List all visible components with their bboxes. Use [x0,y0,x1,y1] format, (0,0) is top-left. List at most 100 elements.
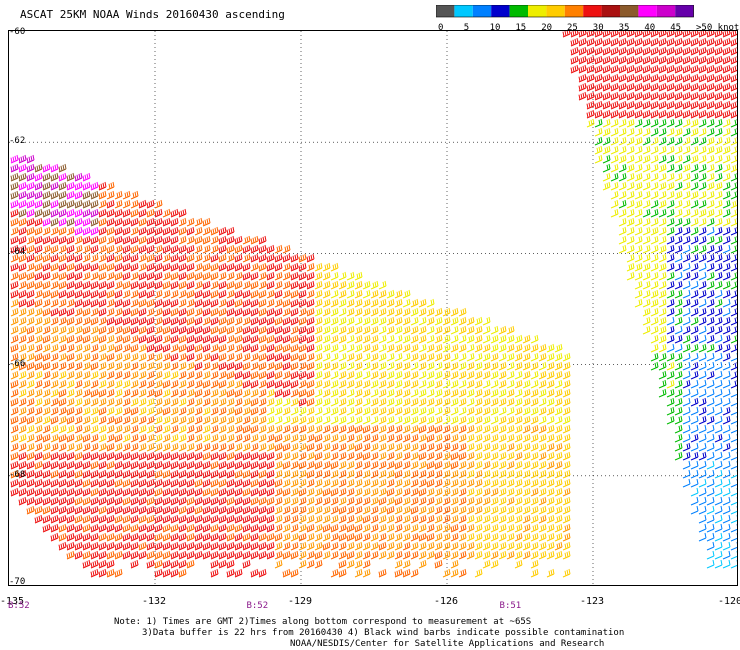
wind-barb [298,406,307,416]
wind-barb [394,442,403,452]
wind-barb [42,289,51,299]
wind-barb [690,460,699,470]
wind-barb [562,460,571,470]
wind-barb [218,451,227,461]
wind-barb [642,262,651,272]
wind-barb [42,172,51,182]
wind-barb [674,262,683,272]
scale-swatch [509,5,528,17]
wind-barb [714,100,723,110]
wind-barb [50,388,59,398]
wind-barb [722,118,731,128]
wind-barb [18,163,27,173]
wind-barb [354,343,363,353]
wind-barb [82,424,91,434]
wind-barb [658,217,667,227]
wind-barb [442,352,451,362]
wind-barb [578,64,587,74]
wind-barb [138,235,147,245]
wind-barb [26,208,35,218]
wind-barb [130,325,139,335]
wind-barb [10,298,19,308]
wind-barb [730,389,737,398]
wind-barb [330,289,339,299]
wind-barb [650,289,659,299]
wind-barb [666,271,675,281]
wind-barb [386,415,395,425]
wind-barb [26,343,35,353]
wind-barb [122,415,131,425]
wind-barb [122,442,131,452]
wind-barb [658,352,667,362]
wind-barb [234,415,243,425]
wind-barb [306,307,315,317]
wind-barb [714,442,723,452]
wind-barb [138,298,147,308]
wind-barb [162,253,171,263]
wind-barb [210,532,219,542]
wind-barb [386,289,395,299]
wind-barb [266,451,275,461]
wind-barb [346,460,355,470]
wind-barb [66,451,75,461]
wind-barb [338,460,347,470]
wind-barb [386,505,395,515]
wind-barb [106,280,115,290]
wind-barb [130,289,139,299]
wind-barb [306,325,315,335]
wind-barb [658,82,667,92]
wind-barb [706,433,715,443]
wind-barb [90,460,99,470]
wind-barb [258,550,267,560]
wind-barb [706,325,715,335]
wind-barb [410,334,419,344]
wind-barb [98,334,107,344]
wind-barb [642,46,651,56]
wind-barb [522,523,531,533]
wind-barb [674,73,683,83]
wind-barb [514,424,523,434]
wind-barb [114,307,123,317]
wind-barb [690,217,699,227]
wind-barb [50,433,59,443]
wind-barb [18,316,27,326]
wind-barb [42,217,51,227]
wind-barb [258,496,267,506]
wind-barb [250,280,259,290]
wind-barb [66,496,75,506]
wind-barb [290,460,299,470]
wind-barb [282,316,291,326]
wind-barb [642,289,651,299]
wind-barb [554,496,563,506]
scale-swatch [491,5,510,17]
wind-barb [82,496,91,506]
wind-barb [170,388,179,398]
wind-barb [178,478,187,488]
wind-barb [690,424,699,434]
wind-barb [442,460,451,470]
wind-barb [122,469,131,479]
wind-barb [442,496,451,506]
wind-barb [378,550,387,560]
wind-barb [74,478,83,488]
wind-barb [594,31,603,38]
wind-barb [458,325,467,335]
wind-barb [346,433,355,443]
wind-barb [418,325,427,335]
wind-barb [714,523,723,533]
wind-barb [202,478,211,488]
wind-barb [658,118,667,128]
wind-barb [658,316,667,326]
wind-barb [162,334,171,344]
wind-barb [562,514,571,524]
wind-barb [50,487,59,497]
wind-barb [314,361,323,371]
wind-barb [362,541,371,551]
wind-barb [98,307,107,317]
wind-barb [130,271,139,281]
wind-barb [714,136,723,146]
scale-swatch [620,5,639,17]
wind-barb [418,541,427,551]
wind-barb [482,442,491,452]
wind-barb [106,451,115,461]
